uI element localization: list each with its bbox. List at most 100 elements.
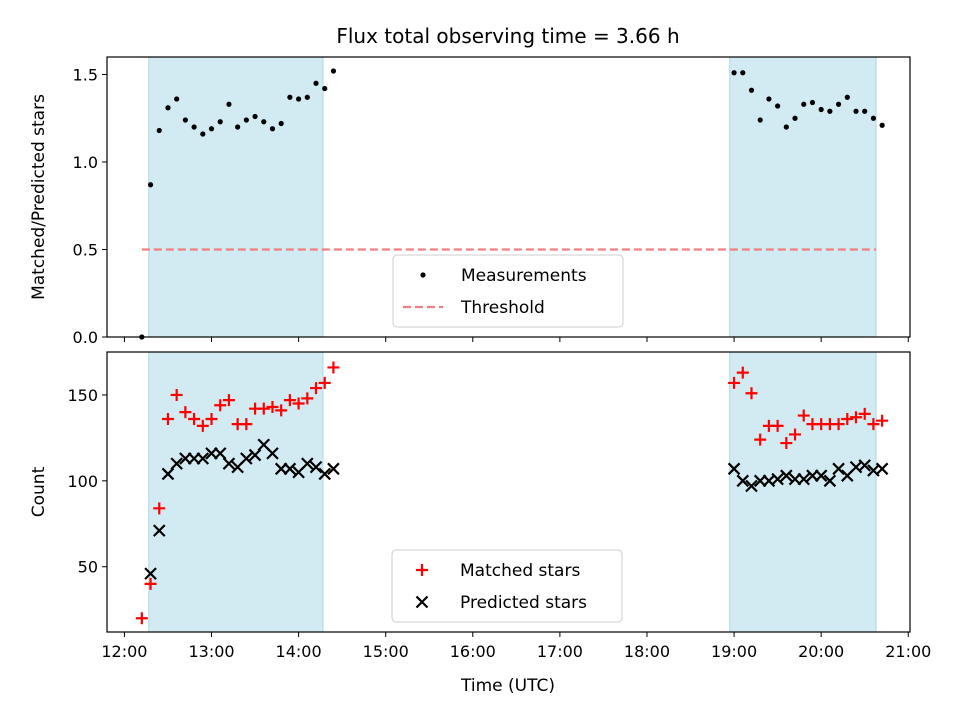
data-point <box>200 131 206 137</box>
data-point <box>832 418 845 431</box>
data-point <box>754 433 767 446</box>
data-point <box>322 85 328 92</box>
data-point <box>309 460 323 474</box>
data-point <box>416 564 428 576</box>
x-tick-label: 15:00 <box>363 642 409 661</box>
data-point <box>789 428 802 441</box>
data-point <box>330 68 337 74</box>
x-axis-label: Time (UTC) <box>460 676 555 696</box>
series-plus <box>135 361 889 625</box>
data-point <box>170 457 183 470</box>
data-point <box>135 612 148 625</box>
data-point <box>876 414 889 427</box>
data-point <box>327 462 340 476</box>
data-point <box>147 182 154 188</box>
y-axis-label: Count <box>29 466 49 517</box>
data-point <box>257 402 270 415</box>
data-point <box>867 418 880 431</box>
data-point <box>862 108 868 114</box>
data-point <box>179 406 192 419</box>
data-point <box>156 127 162 134</box>
x-tick-label: 18:00 <box>624 642 670 661</box>
data-point <box>827 108 833 114</box>
data-point <box>196 452 210 465</box>
data-point <box>222 394 235 407</box>
data-point <box>801 101 807 107</box>
chart-title: Flux total observing time = 3.66 h <box>336 24 679 48</box>
data-point <box>214 399 227 412</box>
data-point <box>728 376 741 389</box>
legend-box <box>391 549 623 623</box>
y-axis-label: Matched/Predicted stars <box>29 94 49 300</box>
y-tick-label: 0.5 <box>73 241 98 260</box>
x-tick-label: 12:00 <box>101 642 147 661</box>
data-point <box>208 126 215 132</box>
data-point <box>275 404 288 417</box>
data-point <box>850 411 863 424</box>
axes-frame <box>106 351 911 633</box>
data-point <box>283 394 296 407</box>
legend-entry: Predicted stars <box>460 593 587 613</box>
axes-frame <box>106 56 911 338</box>
data-point <box>296 96 302 102</box>
legend-entry: Threshold <box>460 298 545 318</box>
data-point <box>222 457 236 470</box>
data-point <box>775 103 781 109</box>
data-point <box>797 472 811 486</box>
data-point <box>780 437 793 450</box>
data-point <box>313 80 319 86</box>
legend-box <box>392 254 624 328</box>
data-point <box>870 115 877 121</box>
data-point <box>266 447 279 460</box>
data-point <box>780 469 793 482</box>
series-x <box>144 438 889 580</box>
data-point <box>318 467 332 481</box>
data-point <box>174 96 180 102</box>
data-point <box>766 96 772 102</box>
y-tick-label: 100 <box>67 472 98 491</box>
data-point <box>188 412 201 425</box>
data-point <box>310 382 323 395</box>
data-point <box>420 272 426 278</box>
y-tick-label: 150 <box>67 386 98 405</box>
observing-window <box>729 56 877 338</box>
data-point <box>415 595 429 609</box>
data-point <box>853 108 859 114</box>
legend: Matched stars Predicted stars <box>391 549 623 623</box>
data-point <box>771 419 784 432</box>
x-tick-label: 19:00 <box>711 642 757 661</box>
data-point <box>153 502 166 515</box>
data-point <box>809 99 816 106</box>
data-point <box>144 567 157 580</box>
data-point <box>266 400 279 413</box>
data-point <box>748 87 755 93</box>
data-point <box>783 124 789 130</box>
legend-entry: Measurements <box>461 266 587 286</box>
y-tick-label: 50 <box>78 558 98 577</box>
observing-window <box>148 351 324 633</box>
data-point <box>278 120 284 127</box>
data-point <box>792 115 798 121</box>
data-point <box>727 462 741 476</box>
data-point <box>292 397 305 410</box>
data-point <box>745 479 758 493</box>
data-point <box>182 117 188 123</box>
data-point <box>757 117 763 123</box>
ratio-panel: 0.0 0.5 1.0 1.5 Matched/Predicted stars Measu… <box>29 56 911 347</box>
data-point <box>858 459 871 472</box>
data-point <box>152 524 166 537</box>
data-point <box>235 124 241 130</box>
data-point <box>226 101 232 107</box>
data-point <box>261 119 267 125</box>
data-point <box>844 94 850 100</box>
data-point <box>161 467 175 481</box>
x-tick-label: 21:00 <box>885 642 931 661</box>
data-point <box>814 469 828 482</box>
data-point <box>327 361 340 374</box>
x-tick-label: 17:00 <box>537 642 583 661</box>
data-point <box>144 577 157 590</box>
observing-window <box>148 56 324 338</box>
data-point <box>213 447 227 460</box>
data-point <box>304 94 310 100</box>
